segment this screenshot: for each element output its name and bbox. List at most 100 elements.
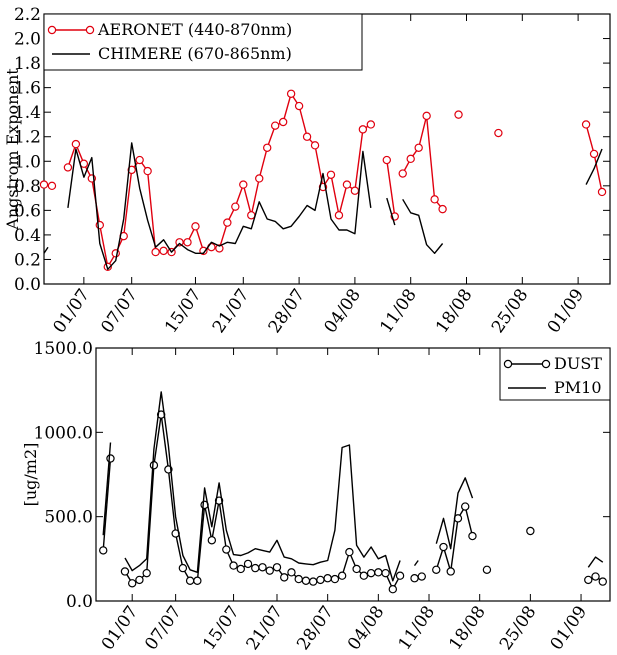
series-line xyxy=(124,391,401,582)
data-point xyxy=(71,139,81,149)
data-point xyxy=(323,574,332,583)
legend-swatch-marker xyxy=(85,25,95,35)
data-point xyxy=(236,564,245,574)
data-point xyxy=(414,143,423,152)
data-point xyxy=(229,561,238,570)
data-point xyxy=(438,204,447,214)
x-tick-label: 11/08 xyxy=(376,285,420,337)
y-tick-label: 500.0 xyxy=(44,508,93,528)
series-line xyxy=(402,198,444,255)
data-point xyxy=(598,577,607,586)
data-point xyxy=(308,577,318,586)
series-line xyxy=(43,246,49,254)
data-point xyxy=(430,195,439,204)
y-tick-label: 0.8 xyxy=(14,177,41,197)
x-tick-label: 15/07 xyxy=(161,285,205,337)
data-point xyxy=(287,568,296,577)
data-point xyxy=(446,567,455,576)
data-point xyxy=(127,579,137,588)
series-pm10 xyxy=(102,391,604,582)
data-point xyxy=(39,180,49,189)
series-line xyxy=(585,148,603,185)
legend-label: DUST xyxy=(554,354,602,373)
data-point xyxy=(350,186,360,195)
series-line xyxy=(386,197,396,226)
x-tick-label: 21/07 xyxy=(209,285,253,337)
data-point xyxy=(494,128,503,138)
series-line xyxy=(435,477,474,550)
legend-label: PM10 xyxy=(554,378,602,397)
data-point xyxy=(337,571,347,580)
x-tick-label: 15/07 xyxy=(199,602,243,654)
data-point xyxy=(99,546,108,555)
x-tick-label: 18/08 xyxy=(432,285,476,337)
data-point xyxy=(231,202,240,211)
y-tick-label: 2.2 xyxy=(14,5,41,25)
series-line xyxy=(102,458,112,551)
data-point xyxy=(270,121,280,130)
x-tick-label: 25/08 xyxy=(488,285,532,337)
series-line xyxy=(67,93,372,268)
data-point xyxy=(388,584,398,594)
data-point xyxy=(120,567,130,576)
data-point xyxy=(359,571,369,580)
data-point xyxy=(286,89,296,98)
x-tick-label: 21/07 xyxy=(243,602,287,654)
data-point xyxy=(432,565,441,574)
data-point xyxy=(454,110,463,119)
plot-frame xyxy=(95,347,611,602)
data-point xyxy=(310,141,320,150)
data-point xyxy=(398,169,407,178)
y-tick-label: 1.2 xyxy=(14,128,41,148)
data-point xyxy=(422,111,431,121)
data-point xyxy=(342,180,352,189)
data-point xyxy=(135,575,144,585)
x-tick-label: 01/09 xyxy=(544,285,588,337)
data-point xyxy=(47,181,57,191)
legend-swatch-marker xyxy=(47,25,57,35)
y-tick-label: 0.0 xyxy=(14,275,41,295)
data-point xyxy=(395,571,405,580)
data-point xyxy=(461,502,470,511)
legend: DUST PM10 xyxy=(499,347,611,401)
data-point xyxy=(345,547,354,557)
legend-box xyxy=(43,13,363,71)
y-tick-label: 2.0 xyxy=(14,30,41,50)
data-point xyxy=(294,101,304,111)
angstrom-panel: 0.0 0.2 0.4 0.6 0.8 1.0 1.2 1.4 1.6 1.8 2.0 2.2 01/0… xyxy=(3,5,611,337)
legend-label: CHIMERE (670-865nm) xyxy=(98,44,292,63)
data-point xyxy=(468,531,477,541)
x-tick-label: 01/09 xyxy=(547,602,591,654)
data-point xyxy=(222,545,231,554)
legend-label: AERONET (440-870nm) xyxy=(97,20,292,39)
series-line xyxy=(413,560,419,567)
data-point xyxy=(143,166,152,176)
data-point xyxy=(316,575,325,585)
series-line xyxy=(67,142,372,270)
data-point xyxy=(223,218,232,227)
data-point xyxy=(591,572,600,581)
series-line xyxy=(386,159,396,217)
y-tick-label: 1.0 xyxy=(14,152,41,172)
data-point xyxy=(410,574,419,583)
data-point xyxy=(207,536,217,545)
y-axis-label: [ug/m2] xyxy=(21,443,40,507)
data-point xyxy=(135,155,144,165)
data-point xyxy=(374,568,383,577)
x-tick-label: 04/08 xyxy=(344,602,388,654)
data-point xyxy=(127,165,136,175)
series-line xyxy=(585,124,603,193)
data-point xyxy=(263,143,272,152)
data-point xyxy=(159,246,168,256)
data-point xyxy=(326,170,336,179)
data-point xyxy=(251,563,260,573)
y-tick-label: 0.2 xyxy=(14,250,41,270)
series-line xyxy=(587,556,604,568)
y-tick-label: 1500.0 xyxy=(34,339,93,359)
data-point xyxy=(352,564,361,574)
y-tick-label: 1.8 xyxy=(14,54,41,74)
data-point xyxy=(149,461,159,470)
y-tick-label: 0.0 xyxy=(66,592,93,612)
data-point xyxy=(280,573,289,582)
